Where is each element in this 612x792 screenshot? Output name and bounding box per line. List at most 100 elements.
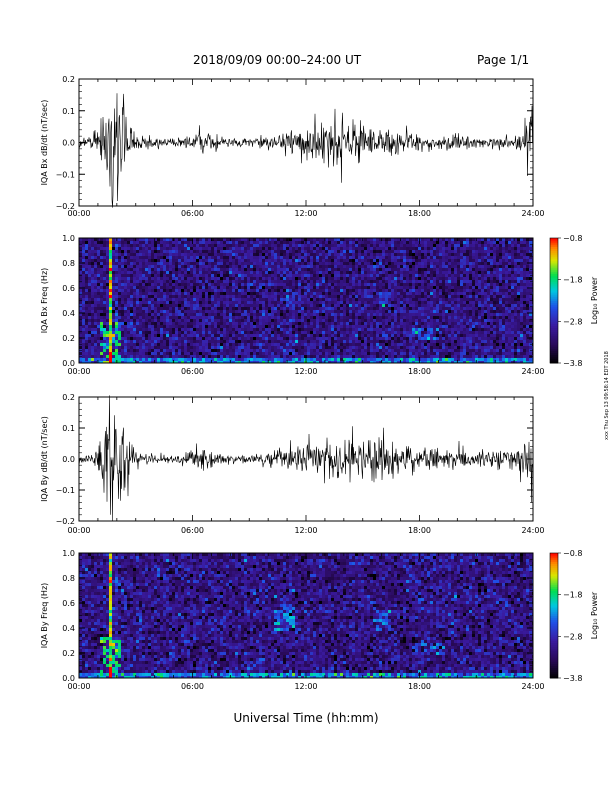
spectrogram-cell [184,292,187,295]
spectrogram-cell [268,286,271,289]
spectrogram-cell [202,256,205,259]
spectrogram-cell [136,346,139,349]
spectrogram-cell [271,262,274,265]
spectrogram-cell [259,319,262,322]
spectrogram-cell [121,259,124,262]
spectrogram-cell [151,355,154,358]
spectrogram-cell [139,349,142,352]
spectrogram-cell [271,271,274,274]
spectrogram-cell [316,358,319,361]
spectrogram-cell [349,319,352,322]
spectrogram-cell [169,346,172,349]
spectrogram-cell [316,307,319,310]
spectrogram-cell [196,319,199,322]
spectrogram-cell [370,304,373,307]
spectrogram-cell [199,238,202,241]
spectrogram-cell [115,349,118,352]
spectrogram-cell [406,358,409,361]
spectrogram-cell [265,295,268,298]
spectrogram-cell [124,262,127,265]
spectrogram-cell [109,244,112,247]
spectrogram-cell [295,256,298,259]
spectrogram-cell [367,331,370,334]
spectrogram-cell [343,277,346,280]
spectrogram-cell [160,283,163,286]
spectrogram-cell [259,340,262,343]
spectrogram-cell [109,253,112,256]
spectrogram-cell [334,340,337,343]
spectrogram-cell [418,337,421,340]
spectrogram-cell [256,355,259,358]
spectrogram-cell [382,304,385,307]
spectrogram-cell [349,262,352,265]
spectrogram-cell [379,238,382,241]
spectrogram-cell [355,355,358,358]
spectrogram-cell [85,343,88,346]
spectrogram-cell [391,349,394,352]
spectrogram-cell [400,334,403,337]
spectrogram-cell [400,289,403,292]
spectrogram-cell [391,259,394,262]
spectrogram-cell [181,289,184,292]
spectrogram-cell [100,331,103,334]
spectrogram-cell [229,286,232,289]
spectrogram-cell [406,307,409,310]
spectrogram-cell [406,319,409,322]
spectrogram-cell [82,241,85,244]
spectrogram-cell [307,358,310,361]
spectrogram-cell [409,310,412,313]
spectrogram-cell [238,340,241,343]
spectrogram-cell [388,277,391,280]
spectrogram-cell [172,355,175,358]
spectrogram-cell [91,289,94,292]
spectrogram-cell [133,355,136,358]
spectrogram-cell [85,346,88,349]
spectrogram-cell [154,328,157,331]
spectrogram-cell [229,313,232,316]
spectrogram-cell [403,244,406,247]
spectrogram-cell [94,253,97,256]
spectrogram-cell [352,313,355,316]
spectrogram-cell [235,349,238,352]
spectrogram-cell [136,301,139,304]
spectrogram-cell [136,328,139,331]
spectrogram-cell [193,313,196,316]
spectrogram-cell [139,295,142,298]
spectrogram-cell [181,349,184,352]
spectrogram-cell [88,283,91,286]
spectrogram-cell [115,331,118,334]
spectrogram-cell [151,283,154,286]
spectrogram-cell [331,262,334,265]
spectrogram-cell [379,265,382,268]
spectrogram-cell [346,322,349,325]
spectrogram-cell [133,259,136,262]
spectrogram-cell [91,331,94,334]
spectrogram-cell [373,262,376,265]
spectrogram-cell [424,259,427,262]
spectrogram-cell [343,355,346,358]
spectrogram-cell [184,358,187,361]
spectrogram-cell [331,286,334,289]
spectrogram-cell [355,316,358,319]
spectrogram-cell [181,328,184,331]
spectrogram-cell [313,349,316,352]
spectrogram-cell [391,352,394,355]
spectrogram-cell [310,361,313,363]
spectrogram-cell [157,343,160,346]
spectrogram-cell [406,352,409,355]
spectrogram-cell [115,325,118,328]
spectrogram-cell [187,295,190,298]
spectrogram-cell [241,340,244,343]
spectrogram-cell [334,271,337,274]
spectrogram-cell [424,256,427,259]
spectrogram-cell [343,283,346,286]
spectrogram-cell [415,280,418,283]
spectrogram-cell [310,283,313,286]
spectrogram-cell [241,349,244,352]
spectrogram-cell [364,334,367,337]
spectrogram-cell [121,244,124,247]
spectrogram-cell [286,322,289,325]
spectrogram-cell [121,250,124,253]
spectrogram-cell [256,259,259,262]
spectrogram-cell [316,337,319,340]
